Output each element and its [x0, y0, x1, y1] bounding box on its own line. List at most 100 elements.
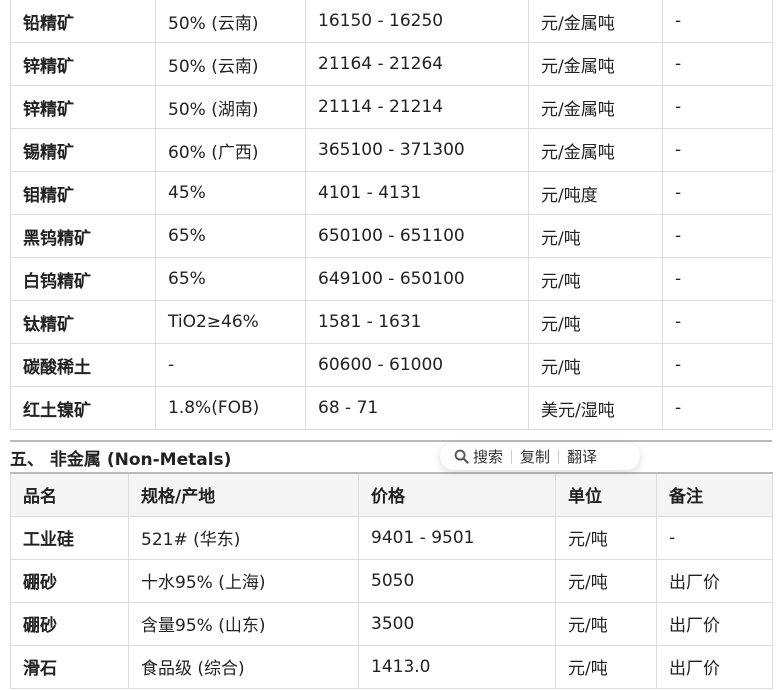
cell-note: - [662, 257, 773, 301]
cell-name: 红土镍矿 [10, 386, 156, 430]
cell-note: 出厂价 [656, 601, 773, 646]
cell-name: 钛精矿 [10, 300, 156, 344]
cell-note: - [662, 0, 773, 43]
cell-note: - [662, 85, 773, 129]
table-row: 钼精矿 45% 4101 - 4131 元/吨度 - [10, 171, 773, 215]
cell-name: 白钨精矿 [10, 257, 156, 301]
cell-name: 硼砂 [10, 601, 129, 646]
table-row: 锡精矿 60% (广西) 365100 - 371300 元/金属吨 - [10, 128, 773, 172]
cell-unit: 元/金属吨 [528, 42, 663, 86]
cell-price: 365100 - 371300 [305, 128, 529, 172]
column-header: 备注 [656, 472, 773, 517]
cell-name: 滑石 [10, 644, 129, 689]
cell-price: 650100 - 651100 [305, 214, 529, 258]
cell-unit: 元/吨 [555, 644, 657, 689]
cell-unit: 元/吨 [528, 214, 663, 258]
cell-name: 碳酸稀土 [10, 343, 156, 387]
column-header: 单位 [555, 472, 657, 517]
cell-name: 锡精矿 [10, 128, 156, 172]
cell-unit: 元/吨 [555, 515, 657, 560]
nonmetals-price-table: 品名 规格/产地 价格 单位 备注 工业硅 521# (华东) 9401 - 9501 元/吨… [10, 472, 773, 689]
translate-button[interactable]: 翻译 [567, 448, 598, 466]
cell-price: 21114 - 21214 [305, 85, 529, 129]
cell-note: 出厂价 [656, 644, 773, 689]
column-header: 价格 [358, 472, 556, 517]
cell-unit: 美元/湿吨 [528, 386, 663, 430]
table-row: 碳酸稀土 -60600 - 61000 元/吨 - [10, 343, 773, 387]
table-row: 黑钨精矿 65% 650100 - 651100 元/吨 - [10, 214, 773, 258]
table-row: 钛精矿 TiO2≥46% 1581 - 1631 元/吨 - [10, 300, 773, 344]
search-label: 搜索 [473, 448, 504, 466]
cell-note: - [662, 300, 773, 344]
cell-spec: 521# (华东) [128, 515, 359, 560]
cell-spec: - [155, 343, 306, 387]
cell-note: - [662, 171, 773, 215]
cell-price: 1581 - 1631 [305, 300, 529, 344]
table-row: 铅精矿 50% (云南) 16150 - 16250 元/金属吨 - [10, 0, 773, 43]
metals-price-table: 铅精矿 50% (云南) 16150 - 16250 元/金属吨 - 锌精矿 50% (云南… [10, 0, 773, 430]
cell-price: 3500 [358, 601, 556, 646]
section-divider [10, 440, 772, 442]
copy-button[interactable]: 复制 [520, 448, 551, 466]
cell-note: - [662, 214, 773, 258]
cell-name: 锌精矿 [10, 42, 156, 86]
cell-unit: 元/吨 [555, 601, 657, 646]
table-row: 硼砂 十水95% (上海) 5050 元/吨 出厂价 [10, 558, 773, 603]
cell-spec: 50% (云南) [155, 0, 306, 43]
cell-price: 649100 - 650100 [305, 257, 529, 301]
table-row: 白钨精矿 65% 649100 - 650100 元/吨 - [10, 257, 773, 301]
cell-spec: 45% [155, 171, 306, 215]
table-header-row: 品名 规格/产地 价格 单位 备注 [10, 472, 773, 517]
cell-unit: 元/金属吨 [528, 128, 663, 172]
cell-note: - [662, 386, 773, 430]
table-row: 红土镍矿 1.8%(FOB) 68 - 71 美元/湿吨 - [10, 386, 773, 430]
cell-unit: 元/金属吨 [528, 85, 663, 129]
cell-name: 铅精矿 [10, 0, 156, 43]
cell-spec: 50% (云南) [155, 42, 306, 86]
table-row: 锌精矿 50% (湖南) 21114 - 21214 元/金属吨 - [10, 85, 773, 129]
cell-spec: TiO2≥46% [155, 300, 306, 344]
cell-unit: 元/吨 [528, 343, 663, 387]
cell-unit: 元/吨 [528, 300, 663, 344]
cell-price: 60600 - 61000 [305, 343, 529, 387]
cell-spec: 50% (湖南) [155, 85, 306, 129]
cell-price: 16150 - 16250 [305, 0, 529, 43]
text-selection-popup: 搜索 复制 翻译 [440, 443, 640, 470]
cell-name: 锌精矿 [10, 85, 156, 129]
cell-note: - [662, 343, 773, 387]
cell-note: - [662, 42, 773, 86]
cell-name: 硼砂 [10, 558, 129, 603]
cell-spec: 65% [155, 257, 306, 301]
cell-note: 出厂价 [656, 558, 773, 603]
cell-spec: 60% (广西) [155, 128, 306, 172]
table-row: 工业硅 521# (华东) 9401 - 9501 元/吨 - [10, 515, 773, 560]
cell-name: 黑钨精矿 [10, 214, 156, 258]
cell-spec: 65% [155, 214, 306, 258]
cell-note: - [656, 515, 773, 560]
divider [558, 449, 560, 464]
column-header: 规格/产地 [128, 472, 359, 517]
cell-spec: 食品级 (综合) [128, 644, 359, 689]
cell-unit: 元/吨 [528, 257, 663, 301]
cell-price: 9401 - 9501 [358, 515, 556, 560]
search-icon [454, 449, 469, 464]
cell-name: 钼精矿 [10, 171, 156, 215]
cell-unit: 元/金属吨 [528, 0, 663, 43]
column-header: 品名 [10, 472, 129, 517]
cell-price: 1413.0 [358, 644, 556, 689]
cell-name: 工业硅 [10, 515, 129, 560]
cell-spec: 1.8%(FOB) [155, 386, 306, 430]
cell-price: 21164 - 21264 [305, 42, 529, 86]
section-title: 五、 非金属 (Non-Metals) [10, 450, 232, 470]
cell-unit: 元/吨 [555, 558, 657, 603]
table-row: 硼砂 含量95% (山东) 3500 元/吨 出厂价 [10, 601, 773, 646]
table-row: 锌精矿 50% (云南) 21164 - 21264 元/金属吨 - [10, 42, 773, 86]
cell-note: - [662, 128, 773, 172]
search-button[interactable]: 搜索 [454, 446, 503, 467]
cell-price: 4101 - 4131 [305, 171, 529, 215]
cell-spec: 含量95% (山东) [128, 601, 359, 646]
table-row: 滑石 食品级 (综合) 1413.0 元/吨 出厂价 [10, 644, 773, 689]
cell-unit: 元/吨度 [528, 171, 663, 215]
cell-spec: 十水95% (上海) [128, 558, 359, 603]
cell-price: 5050 [358, 558, 556, 603]
